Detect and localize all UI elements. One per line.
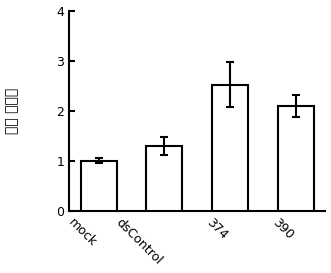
Bar	[212, 85, 248, 211]
Text: 相对 表达量: 相对 表达量	[6, 88, 20, 134]
Bar	[278, 106, 314, 211]
Bar	[81, 161, 117, 211]
Bar	[146, 146, 182, 211]
